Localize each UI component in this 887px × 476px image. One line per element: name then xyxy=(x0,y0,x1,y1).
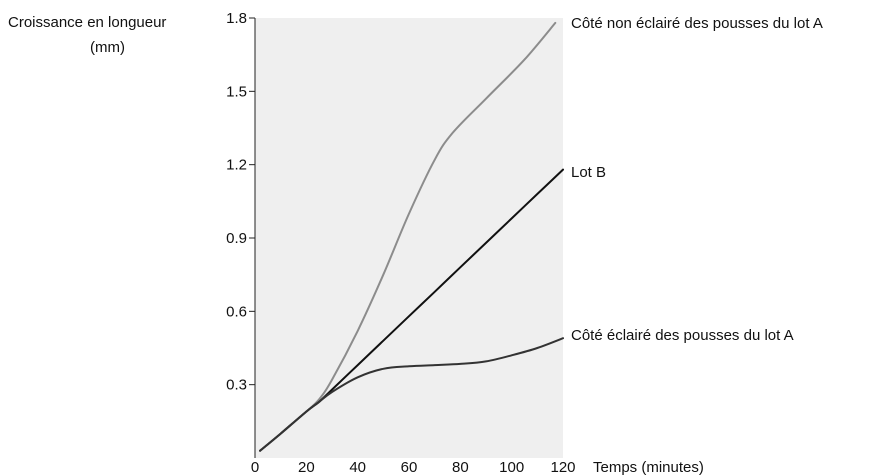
x-tick-label: 20 xyxy=(298,459,315,476)
labels: Croissance en longueur (mm) Temps (minut… xyxy=(8,14,704,476)
x-tick-label: 0 xyxy=(251,459,259,476)
series-lines: Côté non éclairé des pousses du lot A Lot… xyxy=(259,15,823,452)
y-tick-label: 0.3 xyxy=(226,377,247,394)
y-tick-label: 0.6 xyxy=(226,303,247,320)
y-tick-label: 0.9 xyxy=(226,230,247,247)
series-label-eclaire: Côté éclairé des pousses du lot A xyxy=(571,327,794,344)
x-axis-label: Temps (minutes) xyxy=(593,459,704,476)
y-tick-label: 1.2 xyxy=(226,157,247,174)
x-tick-label: 120 xyxy=(550,459,575,476)
x-tick-label: 100 xyxy=(499,459,524,476)
y-axis-label-line-1: Croissance en longueur xyxy=(8,14,166,31)
plot-area xyxy=(255,18,563,458)
y-tick-label: 1.8 xyxy=(226,10,247,27)
series-line-eclaire xyxy=(259,337,564,452)
series-label-lot-b: Lot B xyxy=(571,164,606,181)
y-tick-label: 1.5 xyxy=(226,83,247,100)
x-tick-label: 60 xyxy=(401,459,418,476)
x-tick-label: 40 xyxy=(349,459,366,476)
series-label-non-eclaire: Côté non éclairé des pousses du lot A xyxy=(571,15,823,32)
x-tick-label: 80 xyxy=(452,459,469,476)
axes: 0.3 0.6 0.9 1.2 1.5 1.8 0 20 40 60 80 100 120 xyxy=(226,10,575,476)
y-axis-label-line-2: (mm) xyxy=(90,39,125,56)
